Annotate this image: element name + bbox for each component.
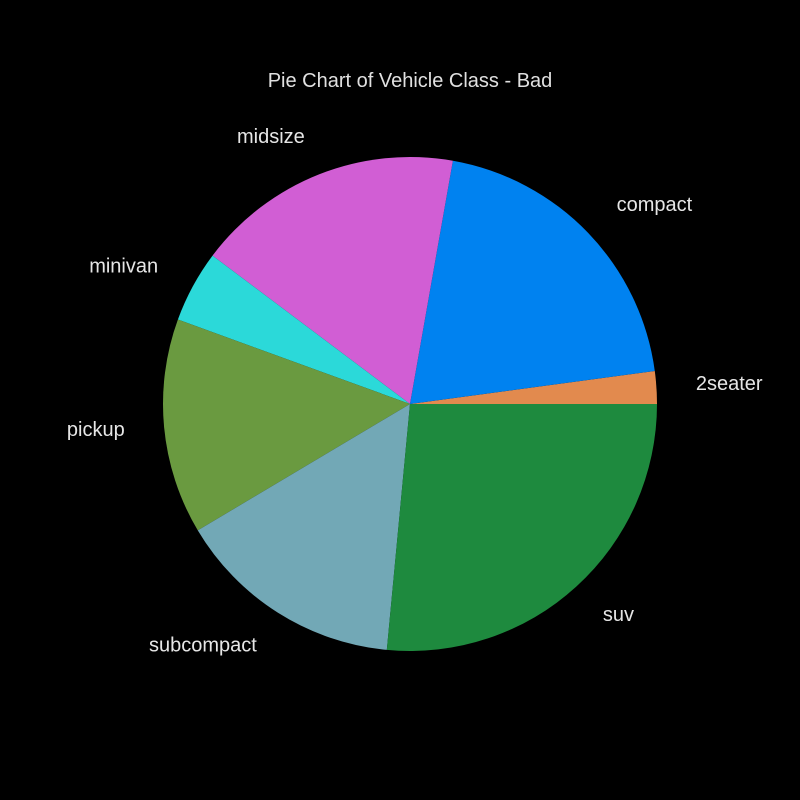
- pie-label-pickup: pickup: [67, 419, 125, 441]
- pie-label-suv: suv: [603, 604, 634, 626]
- pie-label-compact: compact: [617, 194, 693, 216]
- pie-label-subcompact: subcompact: [149, 634, 257, 656]
- pie-label-2seater: 2seater: [696, 373, 763, 395]
- pie-label-midsize: midsize: [237, 126, 305, 148]
- pie-label-minivan: minivan: [89, 256, 158, 278]
- pie-slices: [163, 157, 657, 651]
- chart-title: Pie Chart of Vehicle Class - Bad: [268, 70, 553, 92]
